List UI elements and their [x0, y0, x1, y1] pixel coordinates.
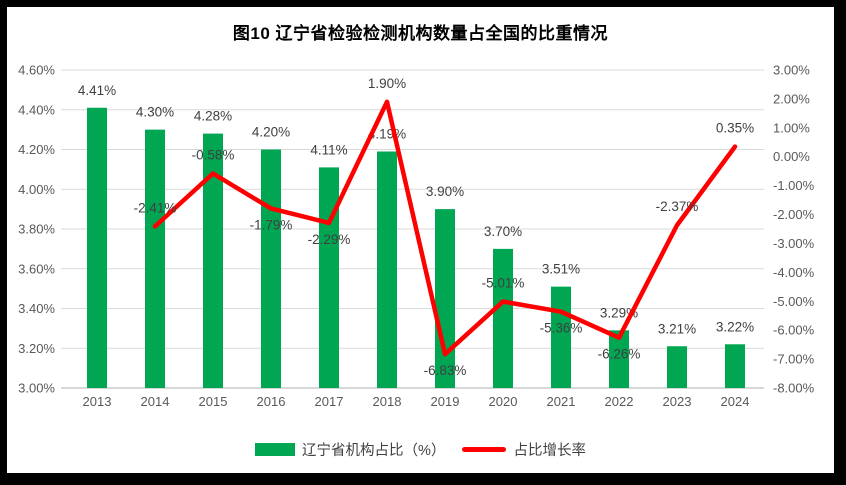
legend-bar-label: 辽宁省机构占比（%）: [302, 442, 446, 459]
right-axis-tick-label: -8.00%: [773, 381, 815, 396]
line-value-label: -0.58%: [192, 147, 235, 162]
chart-plot: 3.00% 3.20% 3.40% 3.60% 3.80% 4.00% 4.20% 4.40%…: [18, 63, 815, 410]
left-axis-tick-label: 3.80%: [18, 222, 55, 237]
line-value-label: -6.26%: [598, 347, 641, 362]
bar-2017: [319, 167, 339, 388]
bar-2019: [435, 209, 455, 388]
right-axis-tick-label: -6.00%: [773, 323, 815, 338]
bar-2016: [261, 149, 281, 388]
line-value-label: -5.36%: [540, 321, 583, 336]
bar-value-label: 3.51%: [542, 262, 580, 277]
line-value-label: -2.29%: [308, 232, 351, 247]
bar-value-label: 3.90%: [426, 184, 464, 199]
growth-line: [152, 99, 738, 357]
left-axis-tick-label: 4.40%: [18, 102, 55, 117]
bar-value-label: 3.22%: [716, 319, 754, 334]
bar-2023: [667, 346, 687, 388]
left-axis-tick-label: 3.60%: [18, 261, 55, 276]
bar-2013: [87, 107, 107, 388]
x-axis-label: 2021: [547, 394, 576, 409]
line-value-label: -6.83%: [424, 363, 467, 378]
x-axis-label: 2024: [721, 394, 750, 409]
x-axis-label: 2016: [257, 394, 286, 409]
right-axis-tick-label: 1.00%: [773, 120, 810, 135]
legend-line-swatch-icon: [462, 446, 507, 452]
x-axis-label: 2018: [373, 394, 402, 409]
bar-2021: [551, 286, 571, 388]
left-axis-tick-label: 3.00%: [18, 381, 55, 396]
right-axis-tick-label: -2.00%: [773, 207, 815, 222]
right-axis-tick-label: -5.00%: [773, 294, 815, 309]
bar-value-label: 4.28%: [194, 109, 232, 124]
line-value-label: -2.37%: [656, 199, 699, 214]
x-axis-label: 2013: [83, 394, 112, 409]
right-axis-tick-label: 2.00%: [773, 91, 810, 106]
chart-title: 图10 辽宁省检验检测机构数量占全国的比重情况: [232, 24, 609, 43]
legend-bar-swatch-icon: [255, 442, 296, 456]
x-axis-label: 2019: [431, 394, 460, 409]
left-axis-tick-label: 3.40%: [18, 301, 55, 316]
x-axis-label: 2014: [141, 394, 170, 409]
chart-panel: 3.00% 3.20% 3.40% 3.60% 3.80% 4.00% 4.20% 4.40%…: [7, 7, 834, 473]
chart-legend: 辽宁省机构占比（%） 占比增长率: [7, 437, 834, 461]
left-axis-tick-label: 4.20%: [18, 142, 55, 157]
bar-value-label: 3.21%: [658, 321, 696, 336]
x-axis-label: 2022: [605, 394, 634, 409]
line-value-label: -1.79%: [250, 217, 293, 232]
line-value-label: -5.01%: [482, 276, 525, 291]
bar-value-label: 4.30%: [136, 105, 174, 120]
left-axis-tick-label: 4.00%: [18, 182, 55, 197]
bar-value-label: 4.11%: [310, 142, 347, 157]
bar-value-label: 3.70%: [484, 224, 522, 239]
left-axis-tick-label: 3.20%: [18, 341, 55, 356]
line-value-label: 1.90%: [368, 76, 406, 91]
right-axis-tick-label: -3.00%: [773, 236, 815, 251]
bar-value-label: 4.41%: [78, 83, 116, 98]
bar-value-label: 4.20%: [252, 125, 290, 140]
bar-2014: [145, 129, 165, 388]
bar-2024: [725, 344, 745, 388]
bar-2022: [609, 330, 629, 388]
x-axis-label: 2020: [489, 394, 518, 409]
left-axis-tick-label: 4.60%: [18, 63, 55, 78]
right-axis-tick-label: -4.00%: [773, 265, 815, 280]
line-value-label: 0.35%: [716, 121, 754, 136]
x-axis-label: 2015: [199, 394, 228, 409]
right-axis-tick-label: 0.00%: [773, 149, 810, 164]
x-axis-label: 2023: [663, 394, 692, 409]
bar-2015: [203, 133, 223, 388]
bar-2018: [377, 151, 397, 388]
right-axis-tick-label: -1.00%: [773, 178, 815, 193]
legend-line-label: 占比增长率: [513, 442, 586, 459]
x-axis-label: 2017: [315, 394, 344, 409]
line-value-label: -2.41%: [134, 200, 177, 215]
right-axis-tick-label: 3.00%: [773, 63, 810, 78]
bar-2020: [493, 248, 513, 388]
right-axis-tick-label: -7.00%: [773, 352, 815, 367]
